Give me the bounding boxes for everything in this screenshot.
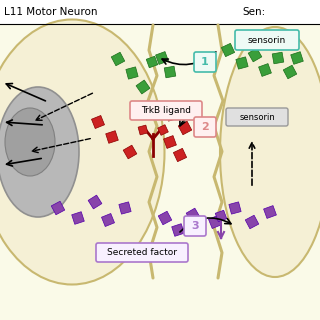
Polygon shape (283, 65, 297, 79)
Ellipse shape (0, 20, 164, 284)
Polygon shape (164, 66, 176, 78)
Polygon shape (215, 210, 227, 222)
Polygon shape (172, 224, 184, 236)
Polygon shape (138, 125, 148, 135)
Polygon shape (248, 48, 262, 62)
Text: L11 Motor Neuron: L11 Motor Neuron (4, 7, 98, 17)
Polygon shape (92, 116, 105, 129)
Polygon shape (126, 67, 138, 79)
Polygon shape (51, 201, 65, 215)
Polygon shape (236, 57, 248, 69)
Bar (0, 0, 320, 24)
Ellipse shape (220, 27, 320, 277)
Polygon shape (119, 202, 131, 214)
Polygon shape (186, 208, 200, 222)
Polygon shape (264, 205, 276, 219)
FancyBboxPatch shape (235, 30, 299, 50)
Polygon shape (178, 121, 192, 135)
Polygon shape (166, 109, 178, 121)
FancyBboxPatch shape (96, 243, 188, 262)
Polygon shape (156, 52, 168, 64)
Text: sensorin: sensorin (248, 36, 286, 44)
Polygon shape (72, 212, 84, 224)
Polygon shape (173, 148, 187, 162)
Polygon shape (221, 43, 235, 57)
Polygon shape (111, 52, 125, 66)
Text: 2: 2 (201, 122, 209, 132)
FancyBboxPatch shape (194, 52, 216, 72)
Polygon shape (272, 52, 284, 64)
Text: sensorin: sensorin (239, 113, 275, 122)
Text: Secreted factor: Secreted factor (107, 248, 177, 257)
Polygon shape (136, 80, 150, 94)
Polygon shape (259, 64, 271, 76)
Polygon shape (164, 136, 176, 148)
FancyBboxPatch shape (194, 117, 216, 137)
Polygon shape (146, 56, 158, 68)
Polygon shape (158, 125, 168, 135)
Text: Sen:: Sen: (242, 7, 265, 17)
Polygon shape (245, 215, 259, 229)
Polygon shape (101, 213, 115, 227)
Text: TrkB ligand: TrkB ligand (141, 106, 191, 115)
Polygon shape (123, 145, 137, 159)
FancyBboxPatch shape (184, 216, 206, 236)
Polygon shape (291, 52, 303, 64)
Polygon shape (88, 195, 102, 209)
FancyBboxPatch shape (226, 108, 288, 126)
Ellipse shape (5, 108, 55, 176)
Polygon shape (209, 215, 221, 228)
Ellipse shape (0, 87, 79, 217)
Polygon shape (229, 202, 241, 214)
FancyBboxPatch shape (130, 101, 202, 120)
Polygon shape (106, 131, 118, 143)
Polygon shape (158, 211, 172, 225)
Text: 1: 1 (201, 57, 209, 67)
Text: 3: 3 (191, 221, 199, 231)
